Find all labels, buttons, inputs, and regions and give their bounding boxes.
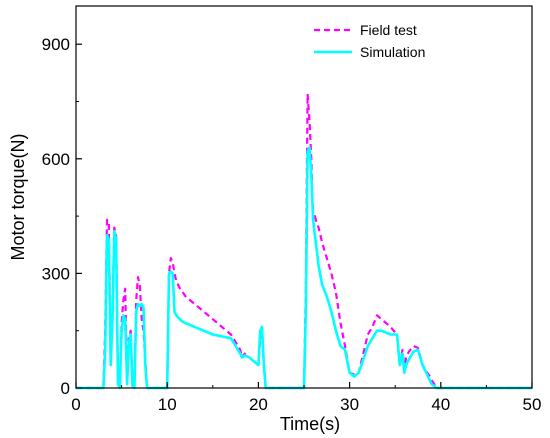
plot-area xyxy=(76,92,532,390)
y-axis-label: Motor torque(N) xyxy=(8,133,28,260)
legend-label-simulation: Simulation xyxy=(360,44,425,60)
x-tick-label: 40 xyxy=(431,395,450,414)
series-line-simulation xyxy=(76,146,532,390)
y-tick-label: 300 xyxy=(42,264,70,283)
x-axis-label: Time(s) xyxy=(280,414,340,434)
x-axis: 0 10 20 30 40 50 xyxy=(71,382,541,414)
y-axis: 0 300 600 900 xyxy=(42,35,82,398)
x-tick-label: 20 xyxy=(249,395,268,414)
x-tick-label: 10 xyxy=(158,395,177,414)
legend: Field test Simulation xyxy=(314,22,425,60)
y-tick-label: 0 xyxy=(61,379,70,398)
y-tick-label: 900 xyxy=(42,35,70,54)
x-tick-label: 50 xyxy=(523,395,542,414)
x-tick-label: 0 xyxy=(71,395,80,414)
x-tick-label: 30 xyxy=(340,395,359,414)
legend-label-field-test: Field test xyxy=(360,22,417,38)
y-tick-label: 600 xyxy=(42,150,70,169)
